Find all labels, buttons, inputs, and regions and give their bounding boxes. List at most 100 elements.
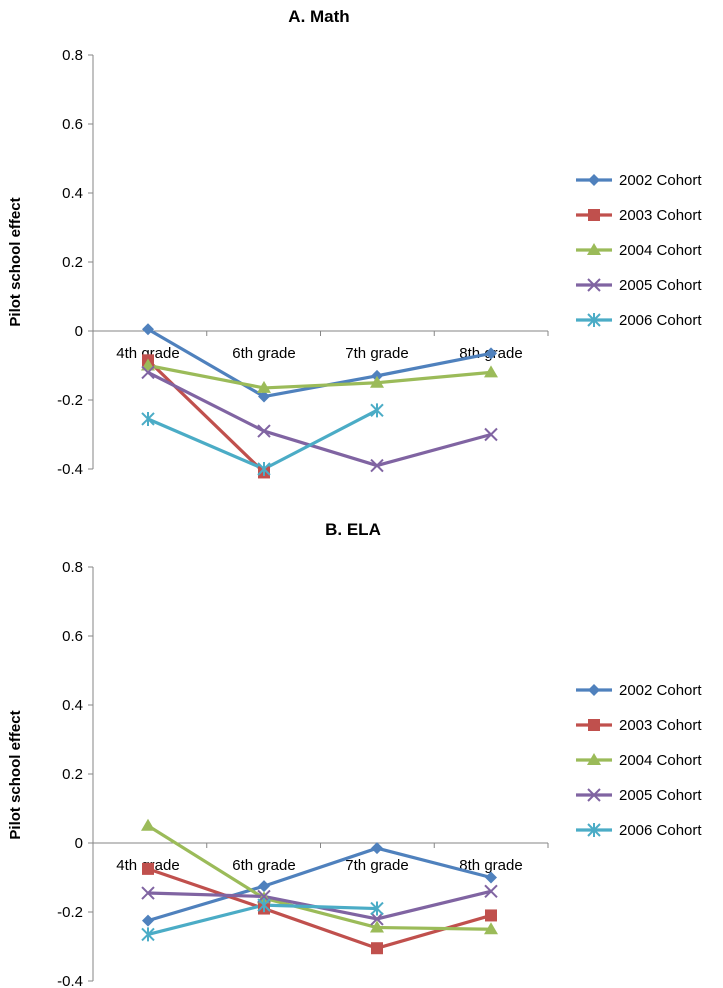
legend-marker <box>587 278 601 292</box>
legend-entry: 2003 Cohort <box>576 717 702 734</box>
data-point <box>371 842 383 855</box>
legend-marker <box>587 313 601 327</box>
data-point <box>142 914 154 927</box>
data-point <box>258 390 270 403</box>
chart-title: A. Math <box>288 7 349 26</box>
legend: 2002 Cohort 2003 Cohort 2004 Cohort 2005 Co… <box>576 172 702 329</box>
axes: 0.8 0.6 0.4 0.2 0 -0.2 -0.4 4th grade 6th grade 7… <box>57 47 549 478</box>
legend-marker <box>587 788 601 802</box>
legend-marker <box>588 719 600 731</box>
data-point <box>257 380 271 393</box>
x-tick-label: 6th grade <box>232 857 295 874</box>
data-point <box>484 427 498 442</box>
x-tick-label: 7th grade <box>345 857 408 874</box>
data-point <box>370 901 384 916</box>
legend-entry: 2003 Cohort <box>576 207 702 224</box>
series-line <box>147 867 492 950</box>
y-tick-label: 0.6 <box>62 116 83 133</box>
y-tick-label: 0 <box>75 835 83 852</box>
series-markers <box>141 323 498 479</box>
legend-label: 2003 Cohort <box>619 717 702 734</box>
legend-label: 2002 Cohort <box>619 682 702 699</box>
data-point <box>370 375 384 388</box>
y-tick-label: 0 <box>75 323 83 340</box>
data-point <box>370 920 384 933</box>
legend-label: 2005 Cohort <box>619 277 702 294</box>
data-point <box>257 898 271 913</box>
legend-entry: 2005 Cohort <box>576 277 702 294</box>
data-point <box>142 323 154 336</box>
data-point <box>141 365 155 380</box>
series-lines <box>146 327 492 474</box>
series-markers <box>141 818 498 955</box>
data-point <box>141 818 155 831</box>
data-point <box>141 886 155 900</box>
data-point <box>485 347 497 360</box>
data-point <box>370 403 384 418</box>
data-point <box>141 411 155 426</box>
legend-entry: 2002 Cohort <box>576 172 702 189</box>
y-tick-label: 0.8 <box>62 559 83 576</box>
y-tick-label: 0.4 <box>62 697 83 714</box>
data-point <box>484 922 498 935</box>
legend-entry: 2006 Cohort <box>576 822 702 839</box>
y-tick-label: 0.2 <box>62 254 83 271</box>
data-point <box>371 942 383 955</box>
chart-title: B. ELA <box>325 520 381 539</box>
series-line <box>146 359 266 474</box>
data-point <box>257 462 271 476</box>
data-point <box>258 880 270 893</box>
data-point <box>257 424 271 438</box>
legend-marker <box>588 684 600 696</box>
series-line <box>147 363 492 390</box>
y-tick-label: -0.2 <box>57 392 83 409</box>
legend-label: 2004 Cohort <box>619 752 702 769</box>
legend-entry: 2006 Cohort <box>576 312 702 329</box>
legend-entry: 2004 Cohort <box>576 242 702 259</box>
series-line <box>147 846 492 923</box>
legend-entry: 2005 Cohort <box>576 787 702 804</box>
series-lines <box>147 824 492 950</box>
y-tick-label: 0.6 <box>62 628 83 645</box>
legend-label: 2004 Cohort <box>619 242 702 259</box>
series-line <box>147 370 492 468</box>
legend-entry: 2002 Cohort <box>576 682 702 699</box>
legend-label: 2005 Cohort <box>619 787 702 804</box>
y-tick-label: -0.4 <box>57 973 83 988</box>
chart-ela: B. ELA Pilot school effect 0.8 0.6 0.4 0.2 0… <box>7 520 702 988</box>
legend-marker <box>588 174 600 186</box>
data-point <box>485 909 497 922</box>
data-point <box>484 884 498 899</box>
y-tick-label: 0.8 <box>62 47 83 64</box>
y-tick-label: 0.4 <box>62 185 83 202</box>
legend-label: 2006 Cohort <box>619 822 702 839</box>
legend-marker <box>587 753 601 765</box>
legend-entry: 2004 Cohort <box>576 752 702 769</box>
chart-math: A. Math Pilot school effect 0.8 0.6 0.4 0.2… <box>7 7 702 479</box>
data-point <box>370 912 384 926</box>
data-point <box>142 862 154 875</box>
data-point <box>370 458 384 473</box>
legend-label: 2002 Cohort <box>619 172 702 189</box>
legend-label: 2006 Cohort <box>619 312 702 329</box>
y-tick-label: -0.4 <box>57 461 83 478</box>
y-axis-label: Pilot school effect <box>7 197 24 326</box>
y-tick-label: -0.2 <box>57 904 83 921</box>
series-line <box>147 408 378 471</box>
legend-marker <box>587 243 601 255</box>
x-tick-label: 6th grade <box>232 345 295 362</box>
x-tick-label: 7th grade <box>345 345 408 362</box>
y-axis-label: Pilot school effect <box>7 710 24 839</box>
x-tick-label: 4th grade <box>116 345 179 362</box>
data-point <box>141 927 155 942</box>
legend: 2002 Cohort 2003 Cohort 2004 Cohort 2005 Co… <box>576 682 702 839</box>
x-tick-label: 8th grade <box>459 857 522 874</box>
legend-marker <box>588 209 600 221</box>
y-tick-label: 0.2 <box>62 766 83 783</box>
series-line <box>147 824 492 931</box>
legend-marker <box>587 823 601 837</box>
data-point <box>485 871 497 884</box>
data-point <box>484 365 498 378</box>
